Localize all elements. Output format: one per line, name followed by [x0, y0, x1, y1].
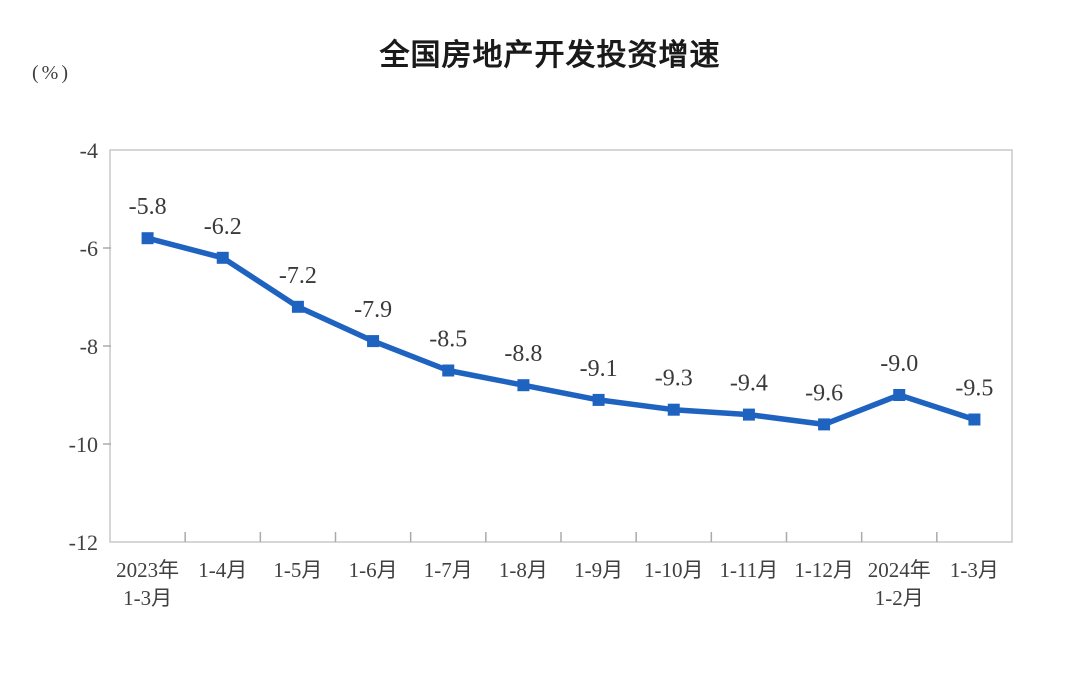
- data-point-marker: [968, 413, 981, 426]
- data-point-marker: [141, 232, 154, 245]
- data-point-label: -7.2: [279, 263, 317, 289]
- data-point-label: -9.6: [805, 380, 843, 406]
- x-axis-category-label: 1-9月: [574, 558, 623, 582]
- data-point-label: -9.4: [730, 371, 768, 397]
- x-axis-category-label: 1-10月: [644, 558, 704, 582]
- x-axis-category-label: 1-12月: [794, 558, 854, 582]
- data-point-marker: [216, 251, 229, 264]
- x-axis-category-label: 1-5月: [273, 558, 322, 582]
- x-axis-category-label: 2023年: [116, 558, 179, 582]
- data-point-marker: [742, 408, 755, 421]
- data-point-label: -9.5: [955, 376, 993, 402]
- data-point-label: -8.5: [429, 327, 467, 353]
- data-point-marker: [367, 335, 380, 348]
- x-axis-category-label: 1-11月: [720, 558, 779, 582]
- x-axis-category-label: 1-4月: [198, 558, 247, 582]
- data-point-label: -9.0: [880, 351, 918, 377]
- chart-title: 全国房地产开发投资增速: [379, 39, 721, 72]
- x-axis-category-label: 1-2月: [875, 586, 924, 610]
- y-axis-tick-label: -10: [69, 432, 98, 457]
- data-point-marker: [818, 418, 831, 431]
- y-axis-unit-label: (%): [32, 62, 71, 84]
- data-line: [144, 235, 978, 428]
- data-point-marker: [592, 393, 605, 406]
- data-point-marker: [667, 403, 680, 416]
- data-point-label: -9.1: [580, 356, 618, 382]
- y-axis-tick-label: -12: [69, 530, 98, 555]
- x-axis-category-label: 1-8月: [499, 558, 548, 582]
- data-point-marker: [517, 379, 530, 392]
- y-axis-tick-label: -8: [80, 334, 98, 359]
- x-axis-category-label: 1-3月: [123, 586, 172, 610]
- data-point-label: -6.2: [204, 214, 242, 240]
- x-axis-category-label: 1-7月: [424, 558, 473, 582]
- data-point-marker: [291, 300, 304, 313]
- data-point-label: -9.3: [655, 366, 693, 392]
- x-axis-category-label: 1-6月: [349, 558, 398, 582]
- y-axis-tick-label: -6: [80, 236, 98, 261]
- data-point-label: -8.8: [504, 341, 542, 367]
- x-axis-category-label: 1-3月: [950, 558, 999, 582]
- data-point-label: -7.9: [354, 297, 392, 323]
- y-axis-tick-label: -4: [80, 138, 98, 163]
- plot-area-border: [109, 149, 1013, 543]
- data-point-marker: [893, 389, 906, 401]
- x-axis-category-label: 2024年: [868, 558, 931, 582]
- data-point-label: -5.8: [129, 194, 167, 220]
- data-point-marker: [442, 364, 455, 377]
